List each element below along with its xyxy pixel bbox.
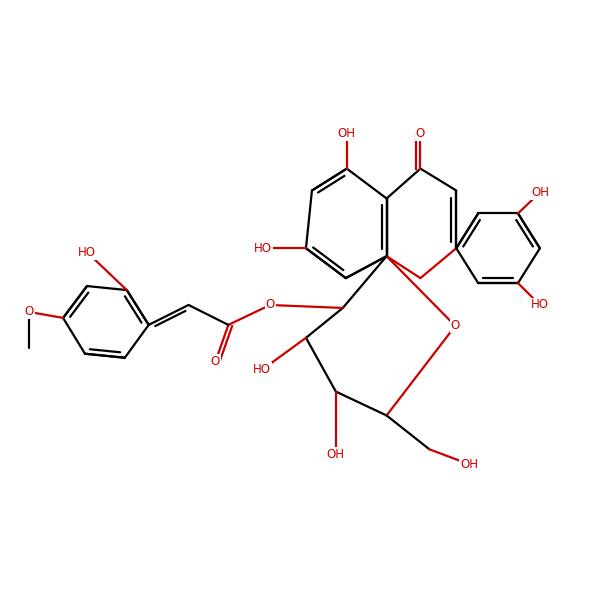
Text: HO: HO [254, 242, 272, 255]
Text: O: O [25, 305, 34, 319]
Text: HO: HO [78, 246, 96, 259]
Text: O: O [266, 298, 275, 311]
Text: OH: OH [531, 186, 549, 199]
Text: OH: OH [338, 127, 356, 140]
Text: OH: OH [327, 448, 345, 461]
Text: O: O [211, 355, 220, 368]
Text: O: O [416, 127, 425, 140]
Text: HO: HO [253, 363, 271, 376]
Text: OH: OH [460, 458, 478, 471]
Text: O: O [451, 319, 460, 332]
Text: HO: HO [531, 298, 549, 311]
